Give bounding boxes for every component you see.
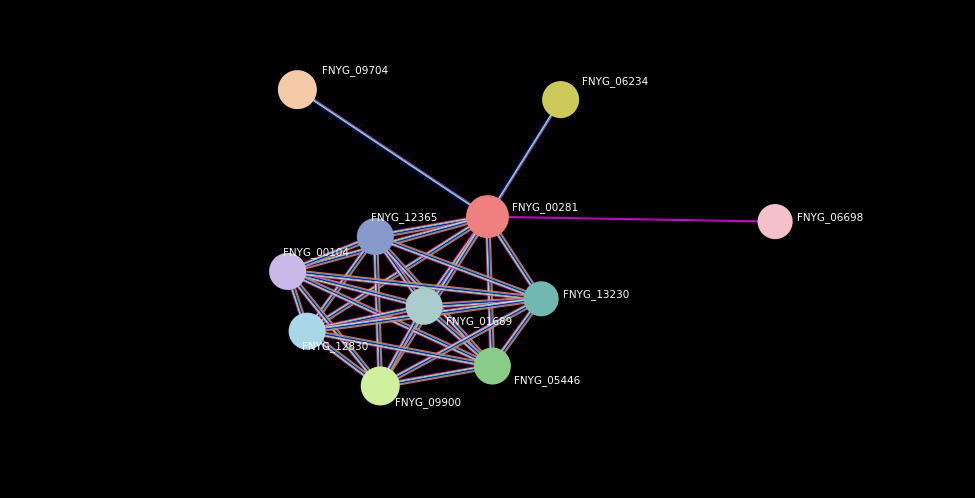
Ellipse shape [466,195,509,238]
Text: FNYG_01689: FNYG_01689 [446,316,512,327]
Ellipse shape [278,70,317,109]
Text: FNYG_12830: FNYG_12830 [302,341,369,352]
Text: FNYG_06234: FNYG_06234 [582,76,648,87]
Ellipse shape [542,81,579,118]
Ellipse shape [361,367,400,405]
Ellipse shape [406,288,443,325]
Ellipse shape [357,218,394,255]
Text: FNYG_06698: FNYG_06698 [797,212,863,223]
Ellipse shape [758,204,793,239]
Text: FNYG_13230: FNYG_13230 [563,289,629,300]
Ellipse shape [524,281,559,316]
Text: FNYG_09704: FNYG_09704 [322,65,388,76]
Text: FNYG_00104: FNYG_00104 [283,247,349,258]
Ellipse shape [289,313,326,350]
Text: FNYG_09900: FNYG_09900 [395,397,461,408]
Ellipse shape [269,253,306,290]
Ellipse shape [474,348,511,384]
Text: FNYG_12365: FNYG_12365 [370,212,437,223]
Text: FNYG_05446: FNYG_05446 [514,375,580,386]
Text: FNYG_00281: FNYG_00281 [512,202,578,213]
